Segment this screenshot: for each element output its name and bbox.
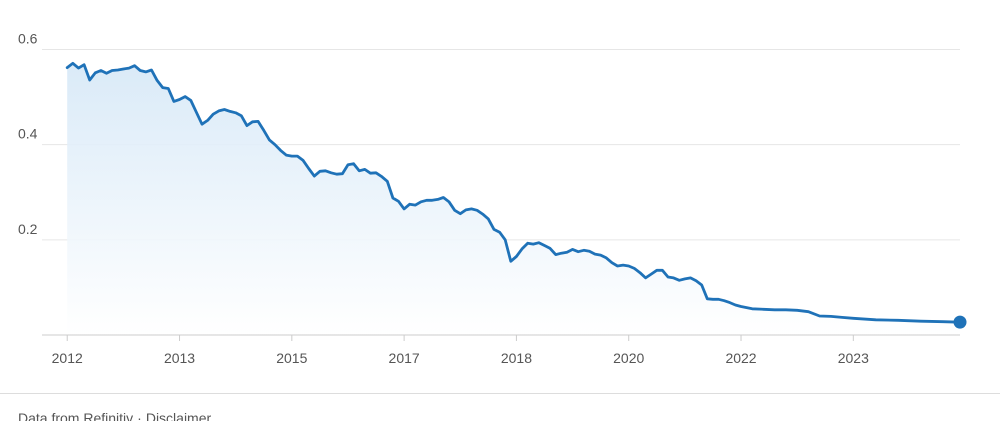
x-tick-label: 2017 [389, 350, 420, 366]
source-note: Data from Refinitiv · Disclaimer [18, 410, 211, 421]
x-tick-label: 2012 [52, 350, 83, 366]
footer-divider [0, 393, 1000, 394]
x-tick-label: 2022 [725, 350, 756, 366]
x-tick-label: 2018 [501, 350, 532, 366]
series-line [65, 61, 962, 324]
source-text: Data from Refinitiv [18, 410, 134, 421]
x-tick-label: 2015 [276, 350, 307, 366]
x-tick-label: 2023 [838, 350, 869, 366]
y-tick-label: 0.4 [18, 126, 38, 142]
y-tick-label: 0.2 [18, 221, 38, 237]
disclaimer-link[interactable]: Disclaimer [145, 410, 212, 421]
series-area-fill [67, 63, 960, 336]
footer-separator: · [137, 410, 142, 421]
x-tick-label: 2020 [613, 350, 644, 366]
y-tick-label: 0.6 [18, 31, 38, 47]
last-value-marker[interactable] [953, 315, 967, 329]
x-tick-label: 2013 [164, 350, 195, 366]
line-chart: 2012 2013 2015 2017 2018 2020 2022 2023 0.2 0.4 0… [18, 31, 967, 366]
